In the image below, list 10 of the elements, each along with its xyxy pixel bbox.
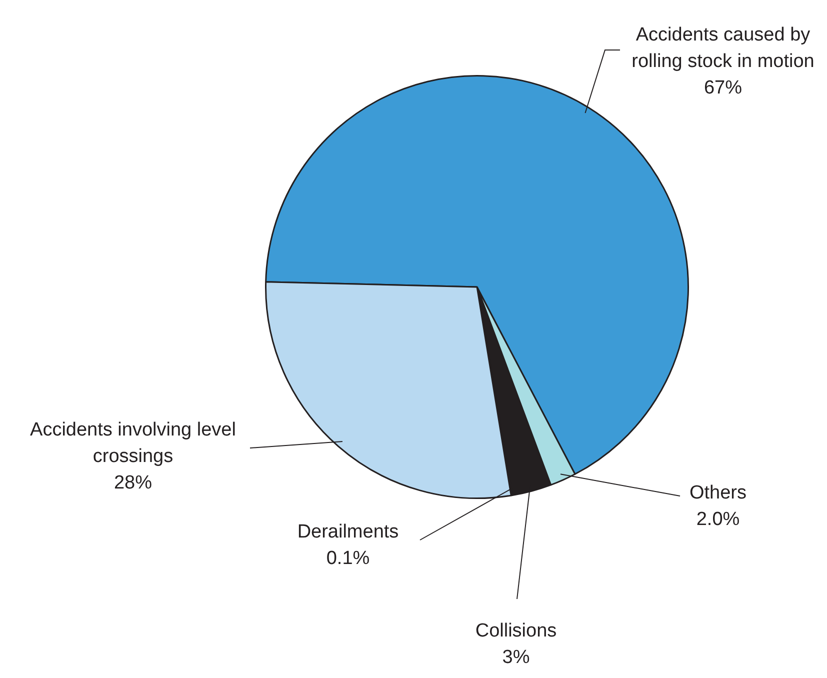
data-label: 2.0% <box>696 509 740 530</box>
slice-label: Derailments <box>297 522 399 543</box>
slice-label: Collisions <box>475 620 557 642</box>
data-label: 67% <box>704 78 742 99</box>
slice-label: Others <box>689 482 747 504</box>
data-label: 28% <box>114 472 152 494</box>
data-label: 0.1% <box>326 548 370 570</box>
data-label: 3% <box>502 647 530 668</box>
slice-label: Accidents involving level crossings <box>30 420 236 468</box>
slice-label: Accidents caused by rolling stock in motion <box>632 24 814 72</box>
